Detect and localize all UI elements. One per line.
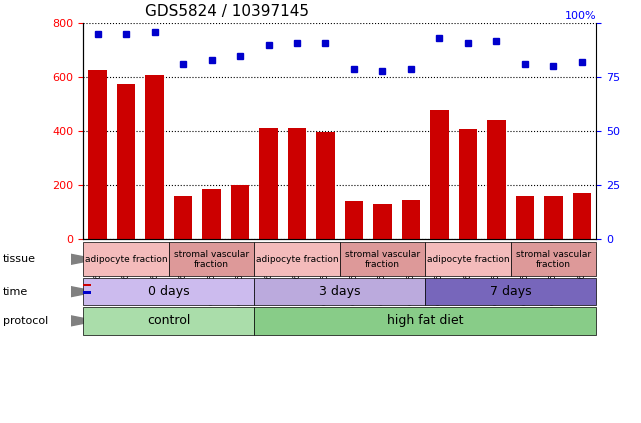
Bar — [88, 71, 107, 239]
Polygon shape — [71, 316, 96, 326]
Text: adipocyte fraction: adipocyte fraction — [256, 255, 338, 264]
Bar — [174, 196, 192, 239]
Text: stromal vascular
fraction: stromal vascular fraction — [516, 250, 591, 269]
Bar — [231, 185, 249, 239]
Bar — [373, 204, 392, 239]
Text: stromal vascular
fraction: stromal vascular fraction — [345, 250, 420, 269]
Bar — [345, 201, 363, 239]
Text: high fat diet: high fat diet — [387, 314, 463, 327]
Text: 7 days: 7 days — [490, 285, 531, 298]
Bar — [117, 84, 135, 239]
Text: percentile rank within the sample: percentile rank within the sample — [99, 288, 287, 297]
Bar — [259, 129, 278, 239]
Bar — [316, 132, 335, 239]
Bar — [459, 129, 477, 239]
Text: protocol: protocol — [3, 316, 49, 326]
Bar — [288, 129, 306, 239]
Bar — [203, 189, 221, 239]
Text: count: count — [99, 280, 131, 290]
Text: time: time — [3, 287, 28, 297]
Bar — [487, 121, 506, 239]
Bar — [430, 110, 449, 239]
Bar — [544, 196, 563, 239]
Bar — [146, 74, 164, 239]
Text: stromal vascular
fraction: stromal vascular fraction — [174, 250, 249, 269]
Text: tissue: tissue — [3, 254, 36, 264]
Text: control: control — [147, 314, 190, 327]
Bar — [572, 193, 591, 239]
Polygon shape — [71, 254, 96, 264]
Text: GDS5824 / 10397145: GDS5824 / 10397145 — [145, 4, 309, 19]
Text: 100%: 100% — [565, 11, 596, 21]
Text: adipocyte fraction: adipocyte fraction — [85, 255, 167, 264]
Bar — [515, 196, 534, 239]
Polygon shape — [71, 287, 96, 297]
Bar — [402, 200, 420, 239]
Text: 0 days: 0 days — [148, 285, 190, 298]
Text: adipocyte fraction: adipocyte fraction — [427, 255, 509, 264]
Text: 3 days: 3 days — [319, 285, 360, 298]
